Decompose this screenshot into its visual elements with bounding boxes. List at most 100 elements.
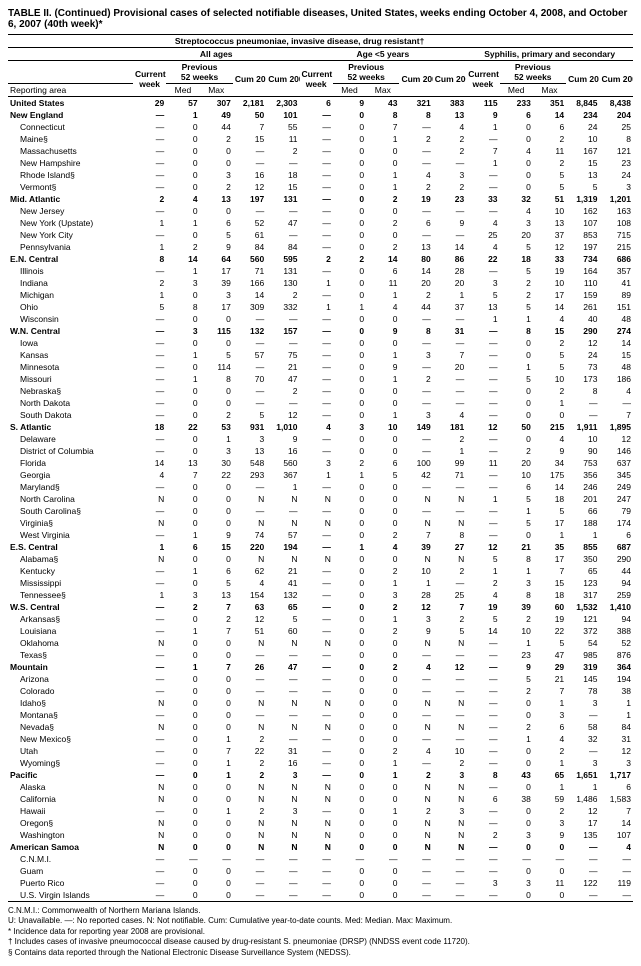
table-row: Minnesota—0114—21—09—20—157348 — [8, 361, 633, 373]
data-cell: 22 — [200, 469, 233, 481]
data-cell: 15 — [566, 157, 599, 169]
data-cell: 12 — [599, 433, 633, 445]
data-cell: 2 — [500, 277, 533, 289]
data-cell: 29 — [133, 97, 166, 110]
table-row: Rhode Island§—031618—0143—051324 — [8, 169, 633, 181]
data-cell: — — [466, 133, 499, 145]
data-cell: 0 — [500, 817, 533, 829]
data-cell: — — [399, 337, 432, 349]
table-row: New England—14950101—088139614234204 — [8, 109, 633, 121]
data-cell: 8 — [366, 109, 399, 121]
data-cell: 1 — [166, 349, 199, 361]
data-cell: 146 — [599, 445, 633, 457]
table-row: Nevada§N00NNN00NN—265884 — [8, 721, 633, 733]
data-cell: 18 — [533, 493, 566, 505]
data-cell: — — [433, 313, 466, 325]
data-cell: 0 — [366, 649, 399, 661]
data-cell: 0 — [200, 889, 233, 902]
table-row: Virginia§N00NNN00NN—517188174 — [8, 517, 633, 529]
data-cell: — — [233, 481, 266, 493]
data-cell: 0 — [333, 373, 366, 385]
data-cell: 119 — [599, 877, 633, 889]
data-cell: 47 — [266, 217, 299, 229]
data-cell: — — [566, 889, 599, 902]
data-cell: 2 — [433, 145, 466, 157]
data-cell: 194 — [599, 673, 633, 685]
data-cell: 32 — [500, 193, 533, 205]
data-cell: 24 — [566, 349, 599, 361]
data-cell: — — [133, 205, 166, 217]
data-cell: 1 — [500, 733, 533, 745]
data-cell: 1 — [366, 613, 399, 625]
data-cell: — — [500, 853, 533, 865]
data-cell: 61 — [233, 229, 266, 241]
data-cell: N — [300, 493, 333, 505]
data-cell: — — [300, 661, 333, 673]
data-cell: 66 — [566, 505, 599, 517]
table-row: Indiana233916613010112020321011041 — [8, 277, 633, 289]
data-cell: 0 — [366, 205, 399, 217]
data-cell: — — [266, 865, 299, 877]
data-cell: — — [133, 625, 166, 637]
data-cell: 20 — [433, 277, 466, 289]
data-cell: 2 — [200, 133, 233, 145]
data-cell: 321 — [399, 97, 432, 110]
data-cell: 560 — [266, 457, 299, 469]
data-cell: 1,895 — [599, 421, 633, 433]
data-cell: — — [466, 445, 499, 457]
data-cell: 1 — [366, 349, 399, 361]
data-cell: 33 — [466, 193, 499, 205]
data-cell: 0 — [500, 865, 533, 877]
data-cell: N — [300, 553, 333, 565]
data-cell: 2 — [433, 433, 466, 445]
data-cell: 3 — [566, 697, 599, 709]
data-cell: 17 — [200, 301, 233, 313]
data-cell: 1 — [533, 757, 566, 769]
area-cell: Minnesota — [8, 361, 133, 373]
data-cell: 0 — [500, 157, 533, 169]
data-cell: N — [266, 637, 299, 649]
data-cell: — — [266, 337, 299, 349]
data-cell: 7 — [533, 565, 566, 577]
data-cell: 307 — [200, 97, 233, 110]
data-cell: 6 — [399, 217, 432, 229]
data-cell: — — [233, 505, 266, 517]
data-cell: 5 — [466, 613, 499, 625]
data-cell: 1 — [166, 565, 199, 577]
data-cell: 367 — [266, 469, 299, 481]
data-cell: — — [399, 229, 432, 241]
data-cell: 0 — [500, 805, 533, 817]
data-cell: 99 — [433, 457, 466, 469]
data-cell: 5 — [500, 673, 533, 685]
data-cell: 8 — [133, 253, 166, 265]
data-cell: N — [233, 829, 266, 841]
data-cell: — — [133, 661, 166, 673]
data-cell: 2 — [266, 385, 299, 397]
data-cell: 1 — [500, 313, 533, 325]
data-cell: 0 — [200, 337, 233, 349]
data-cell: 1 — [466, 157, 499, 169]
data-cell: — — [133, 313, 166, 325]
data-cell: — — [133, 181, 166, 193]
data-cell: 41 — [599, 277, 633, 289]
data-cell: — — [133, 229, 166, 241]
area-cell: Mid. Atlantic — [8, 193, 133, 205]
data-cell: 1 — [200, 769, 233, 781]
data-cell: 3 — [500, 829, 533, 841]
data-cell: 2 — [133, 277, 166, 289]
data-cell: 0 — [166, 769, 199, 781]
data-cell: 0 — [333, 229, 366, 241]
data-cell: 4 — [366, 301, 399, 313]
data-cell: 154 — [233, 589, 266, 601]
data-cell: 5 — [566, 181, 599, 193]
data-cell: — — [533, 853, 566, 865]
data-cell: 6 — [300, 97, 333, 110]
data-cell: 3 — [433, 805, 466, 817]
data-cell: — — [133, 649, 166, 661]
data-cell: 1 — [366, 169, 399, 181]
data-cell: 15 — [533, 577, 566, 589]
data-cell: 14 — [599, 817, 633, 829]
data-cell: 0 — [166, 829, 199, 841]
data-cell: 0 — [333, 601, 366, 613]
data-cell: 25 — [599, 121, 633, 133]
